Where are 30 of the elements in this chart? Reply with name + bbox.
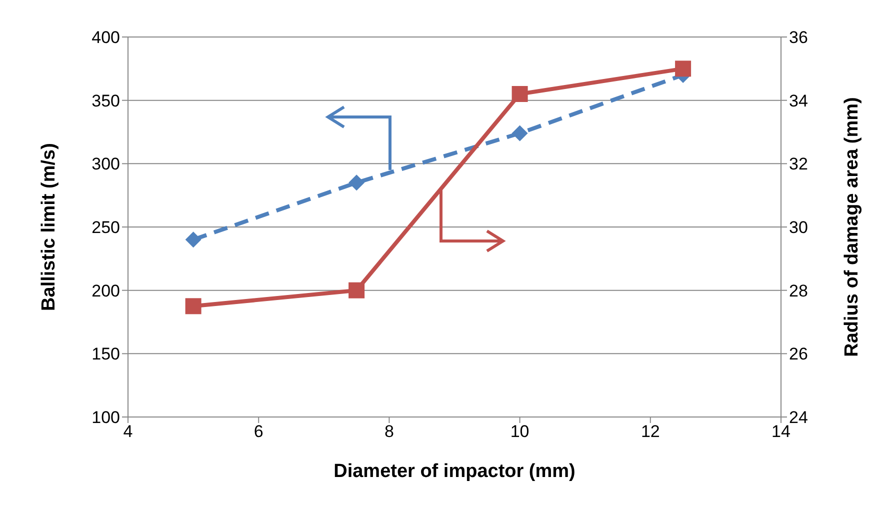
point xyxy=(185,298,202,314)
y-tick-label: 150 xyxy=(92,344,120,364)
y-tick-label: 100 xyxy=(92,408,120,428)
x-tick-label: 4 xyxy=(123,422,133,442)
y2-tick-label: 36 xyxy=(789,28,808,48)
point xyxy=(512,86,528,102)
x-tick-label: 14 xyxy=(772,422,790,442)
y-tick-label: 400 xyxy=(92,28,120,48)
y2-axis-title: Radius of damage area (mm) xyxy=(842,97,863,357)
y2-tick-label: 32 xyxy=(789,154,808,174)
y-tick-label: 350 xyxy=(92,91,120,110)
y2-tick-label: 24 xyxy=(789,408,808,428)
y-axis-title: Ballistic limit (m/s) xyxy=(38,143,60,311)
x-tick-label: 6 xyxy=(254,422,264,442)
x-tick-label: 10 xyxy=(510,422,530,442)
y2-tick-label: 28 xyxy=(789,281,808,300)
y-tick-label: 250 xyxy=(92,218,120,238)
x-axis-title: Diameter of impactor (mm) xyxy=(334,461,576,482)
point xyxy=(185,232,202,248)
point xyxy=(675,60,692,77)
y-tick-label: 300 xyxy=(92,154,120,174)
y2-tick-label: 34 xyxy=(789,91,808,110)
y2-tick-label: 30 xyxy=(789,218,808,238)
x-tick-label: 12 xyxy=(640,422,660,442)
y-tick-label: 200 xyxy=(92,281,120,300)
point xyxy=(512,125,528,142)
x-tick-label: 8 xyxy=(384,422,394,442)
point xyxy=(348,282,365,298)
y2-tick-label: 26 xyxy=(789,344,808,364)
point xyxy=(348,174,365,191)
